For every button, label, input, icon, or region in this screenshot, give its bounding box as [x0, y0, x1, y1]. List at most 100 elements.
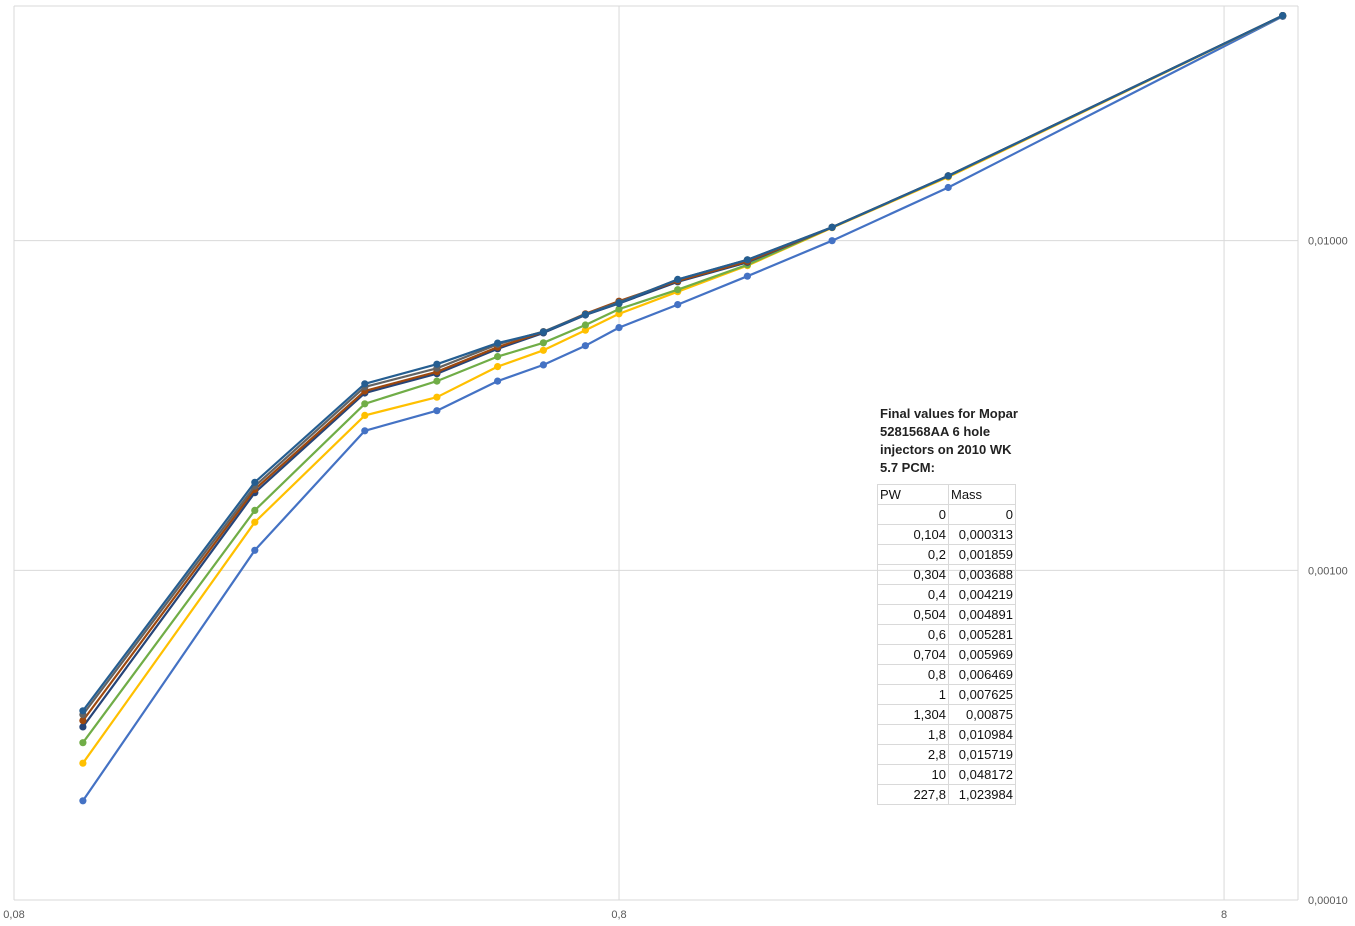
data-point [433, 377, 441, 385]
cell-pw: 0,704 [877, 644, 949, 665]
series-7 [79, 12, 1287, 715]
cell-pw: 1 [877, 684, 949, 705]
data-point [494, 363, 502, 371]
x-tick-label: 8 [1221, 909, 1227, 921]
data-point [79, 707, 87, 715]
cell-mass: 0,000313 [948, 524, 1016, 545]
data-point [494, 339, 502, 347]
data-point [615, 324, 623, 332]
annotation-line: 5.7 PCM: [880, 460, 935, 475]
data-point [539, 361, 548, 369]
cell-mass: 0,004891 [948, 604, 1016, 625]
y-tick-label: 0,01000 [1308, 236, 1348, 248]
data-point [433, 360, 441, 368]
cell-pw: 0,4 [877, 584, 949, 605]
data-point [674, 275, 682, 283]
data-point [674, 301, 682, 309]
y-tick-label: 0,00100 [1308, 565, 1348, 577]
cell-pw: 227,8 [877, 784, 949, 805]
table-row: 0,4 0,004219 [877, 584, 1016, 605]
x-tick-label: 0,08 [3, 909, 24, 921]
series-line [81, 15, 1284, 802]
cell-mass: 0,007625 [948, 684, 1016, 705]
table-row: 1,8 0,010984 [877, 724, 1016, 745]
cell-pw: 2,8 [877, 744, 949, 765]
data-point [581, 310, 590, 319]
data-point [743, 256, 752, 264]
series-4 [79, 12, 1287, 731]
cell-mass: 1,023984 [948, 784, 1016, 805]
data-point [1279, 12, 1287, 20]
data-point [828, 223, 836, 231]
table-row: 2,8 0,015719 [877, 744, 1016, 765]
data-point [539, 328, 548, 336]
series-line [82, 14, 1284, 744]
data-point [615, 299, 623, 307]
column-header-mass: Mass [948, 484, 1016, 505]
data-point [494, 353, 502, 361]
table-row: 227,8 1,023984 [877, 784, 1016, 805]
cell-pw: 1,304 [877, 704, 949, 725]
annotation-line: 5281568AA 6 hole [880, 424, 991, 439]
series-5 [79, 12, 1287, 725]
series-2 [79, 12, 1287, 767]
cell-mass: 0,001859 [948, 544, 1016, 565]
data-point [251, 546, 259, 554]
chart-axes: 0,08 0,8 8 0,01000 0,00100 0,00010 [3, 236, 1347, 921]
cell-mass: 0,048172 [948, 764, 1016, 785]
data-point [494, 377, 502, 385]
series-line [82, 14, 1284, 722]
data-point [251, 506, 259, 514]
data-point [79, 797, 87, 805]
cell-mass: 0,005969 [948, 644, 1016, 665]
cell-pw: 0,6 [877, 624, 949, 645]
cell-pw: 0,504 [877, 604, 949, 625]
data-point [433, 407, 441, 415]
cell-mass: 0 [948, 504, 1016, 525]
table-row: 10 0,048172 [877, 764, 1016, 785]
cell-mass: 0,006469 [948, 664, 1016, 685]
data-point [828, 237, 836, 245]
data-point [433, 393, 441, 401]
cell-pw: 10 [877, 764, 949, 785]
data-point [944, 183, 952, 192]
cell-pw: 1,8 [877, 724, 949, 745]
cell-mass: 0,004219 [948, 584, 1016, 605]
chart-series [79, 12, 1287, 805]
table-row: 0,704 0,005969 [877, 644, 1016, 665]
data-point [79, 717, 87, 725]
cell-mass: 0,010984 [948, 724, 1016, 745]
cell-mass: 0,005281 [948, 624, 1016, 645]
table-row: 0,304 0,003688 [877, 564, 1016, 585]
table-row: 0,2 0,001859 [877, 544, 1016, 565]
chart-grid [13, 5, 1299, 901]
data-point [743, 272, 752, 280]
data-point [581, 326, 590, 334]
data-point [79, 723, 87, 731]
data-point [79, 739, 87, 747]
cell-pw: 0 [877, 504, 949, 525]
data-point [361, 427, 369, 435]
data-point [539, 346, 548, 354]
data-point [361, 400, 369, 408]
series-3 [79, 12, 1287, 747]
data-point [581, 321, 590, 329]
table-row: 0,104 0,000313 [877, 524, 1016, 545]
cell-pw: 0,304 [877, 564, 949, 585]
series-6 [79, 12, 1287, 719]
data-point [615, 305, 623, 313]
data-point [361, 380, 369, 388]
values-table: PW Mass 0 0 0,104 0,000313 0,2 0,001859 0,304 0… [877, 484, 1016, 805]
data-point [361, 411, 369, 419]
annotation-line: injectors on 2010 WK [880, 442, 1012, 457]
table-body: 0 0 0,104 0,000313 0,2 0,001859 0,304 0,003688 0… [877, 504, 1016, 805]
table-row: 0,504 0,004891 [877, 604, 1016, 625]
table-header-row: PW Mass [877, 484, 1016, 505]
data-point [251, 518, 259, 526]
data-point [944, 172, 952, 180]
column-header-pw: PW [877, 484, 949, 505]
annotation-line: Final values for Mopar [880, 406, 1018, 421]
table-row: 1,304 0,00875 [877, 704, 1016, 725]
series-1 [79, 12, 1287, 805]
